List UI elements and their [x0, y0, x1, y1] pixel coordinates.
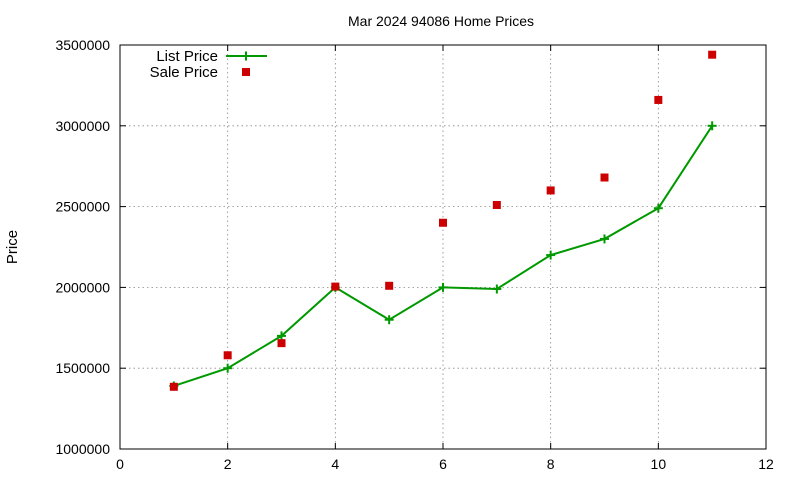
data-point	[277, 339, 286, 348]
data-point	[277, 331, 286, 341]
legend-marker	[241, 51, 251, 61]
data-point	[385, 281, 394, 290]
data-point	[223, 363, 233, 373]
x-tick-label: 8	[547, 456, 555, 472]
y-axis-label: Price	[4, 230, 21, 264]
data-point	[546, 186, 555, 195]
legend-label: List Price	[156, 48, 218, 65]
chart-title: Mar 2024 94086 Home Prices	[348, 13, 534, 29]
data-point	[169, 382, 178, 391]
plot-frame	[119, 44, 767, 450]
data-point	[708, 50, 717, 59]
series-list-price	[169, 121, 717, 391]
data-point	[600, 234, 609, 244]
data-point	[654, 95, 663, 104]
x-tick-label: 4	[331, 456, 339, 472]
data-point	[492, 200, 501, 209]
y-tick-label: 2000000	[55, 279, 110, 295]
legend-label: Sale Price	[150, 64, 218, 81]
data-point	[492, 284, 502, 294]
y-tick-label: 1500000	[55, 360, 110, 376]
series-layer	[169, 50, 717, 391]
data-point	[546, 250, 556, 260]
series-sale-price	[169, 50, 717, 391]
legend-marker	[242, 68, 250, 76]
x-tick-label: 6	[439, 456, 447, 472]
x-tick-label: 10	[651, 456, 667, 472]
data-point	[653, 203, 663, 213]
grid	[120, 45, 766, 449]
data-point	[438, 282, 448, 292]
data-point	[331, 282, 340, 291]
y-tick-label: 1000000	[55, 441, 110, 457]
y-tick-label: 3000000	[55, 118, 110, 134]
axis-ticks: 0 2 4 6 8 10 12 1000000 1500000 2000000 2500000 300…	[55, 37, 774, 472]
x-tick-label: 12	[758, 456, 774, 472]
data-point	[707, 121, 717, 131]
data-point	[384, 315, 394, 325]
x-tick-label: 0	[116, 456, 124, 472]
y-tick-label: 2500000	[55, 199, 110, 215]
data-point	[223, 351, 232, 360]
y-tick-label: 3500000	[55, 37, 110, 53]
data-point	[600, 173, 609, 182]
data-point	[439, 218, 447, 227]
x-tick-label: 2	[224, 456, 232, 472]
